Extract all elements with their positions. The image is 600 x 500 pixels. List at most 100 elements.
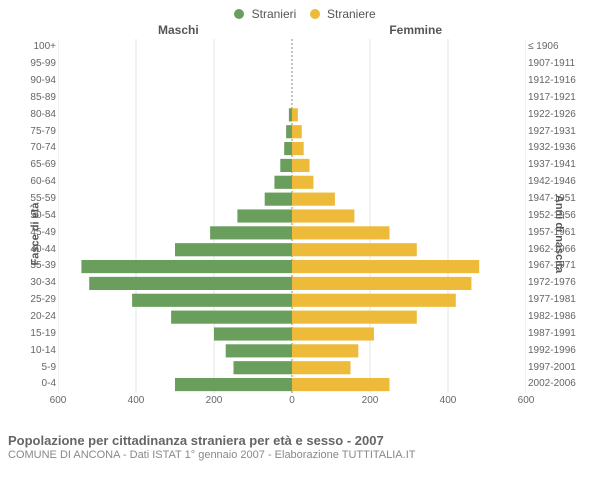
- bar-female: [292, 209, 354, 222]
- bar-female: [292, 378, 390, 391]
- age-label: 40-44: [30, 245, 56, 255]
- age-label: 20-24: [30, 312, 56, 322]
- age-label: 25-29: [30, 295, 56, 305]
- bar-female: [292, 125, 302, 138]
- age-label: 65-69: [30, 160, 56, 170]
- bar-female: [292, 226, 390, 239]
- plot-area: [58, 39, 526, 393]
- pyramid-chart: Fasce di età Anni di nascita 100+95-9990…: [8, 39, 592, 429]
- bar-female: [292, 108, 298, 121]
- age-label: 10-14: [30, 346, 56, 356]
- x-tick: 400: [128, 395, 145, 406]
- age-label: 85-89: [30, 93, 56, 103]
- age-label: 80-84: [30, 110, 56, 120]
- age-label: 70-74: [30, 143, 56, 153]
- birth-label: 1982-1986: [528, 312, 576, 322]
- bar-female: [292, 310, 417, 323]
- legend-swatch-female: [310, 9, 320, 19]
- legend: Stranieri Straniere: [8, 6, 592, 21]
- birth-label: 1992-1996: [528, 346, 576, 356]
- age-label: 15-19: [30, 329, 56, 339]
- legend-label-male: Stranieri: [252, 7, 297, 21]
- footer: Popolazione per cittadinanza straniera p…: [8, 433, 592, 461]
- bar-male: [175, 243, 292, 256]
- birth-label: 1972-1976: [528, 278, 576, 288]
- birth-label: 1917-1921: [528, 93, 576, 103]
- birth-label: 2002-2006: [528, 379, 576, 389]
- x-tick: 0: [289, 395, 295, 406]
- age-label: 30-34: [30, 278, 56, 288]
- chart-container: Stranieri Straniere Maschi Femmine Fasce…: [0, 0, 600, 500]
- bar-male: [226, 344, 292, 357]
- bar-male: [280, 159, 292, 172]
- x-tick: 600: [518, 395, 535, 406]
- age-label: 90-94: [30, 76, 56, 86]
- age-label: 75-79: [30, 127, 56, 137]
- x-tick: 400: [440, 395, 457, 406]
- birth-label: 1967-1971: [528, 261, 576, 271]
- bar-male: [234, 361, 293, 374]
- bar-male: [210, 226, 292, 239]
- birth-label: 1942-1946: [528, 177, 576, 187]
- age-label: 50-54: [30, 211, 56, 221]
- bar-female: [292, 344, 358, 357]
- birth-label: 1947-1951: [528, 194, 576, 204]
- legend-swatch-male: [234, 9, 244, 19]
- birth-label: 1957-1961: [528, 228, 576, 238]
- bar-female: [292, 176, 313, 189]
- bar-female: [292, 142, 304, 155]
- x-tick: 600: [50, 395, 67, 406]
- age-label: 100+: [33, 42, 56, 52]
- x-axis: 6004002000200400600: [58, 395, 526, 411]
- bar-male: [284, 142, 292, 155]
- birth-label: 1962-1966: [528, 245, 576, 255]
- bar-male: [286, 125, 292, 138]
- bar-male: [89, 277, 292, 290]
- bar-male: [81, 260, 292, 273]
- column-header-male: Maschi: [158, 23, 199, 37]
- bar-male: [237, 209, 292, 222]
- bar-female: [292, 327, 374, 340]
- bar-female: [292, 243, 417, 256]
- bar-male: [274, 176, 292, 189]
- bar-male: [132, 294, 292, 307]
- age-label: 60-64: [30, 177, 56, 187]
- legend-label-female: Straniere: [327, 7, 376, 21]
- age-label: 35-39: [30, 261, 56, 271]
- column-header-female: Femmine: [389, 23, 442, 37]
- birth-label: 1907-1911: [528, 59, 575, 69]
- bar-male: [214, 327, 292, 340]
- pyramid-svg: [58, 39, 526, 393]
- birth-label: 1937-1941: [528, 160, 576, 170]
- x-tick: 200: [206, 395, 223, 406]
- column-headers: Maschi Femmine: [8, 23, 592, 39]
- y-labels-age: 100+ 95-99 90-94 85-89 80-84 75-79 70-74 65-69 6…: [18, 39, 56, 393]
- age-label: 0-4: [42, 379, 56, 389]
- chart-subtitle: COMUNE DI ANCONA - Dati ISTAT 1° gennaio…: [8, 449, 592, 461]
- bar-male: [289, 108, 292, 121]
- x-tick: 200: [362, 395, 379, 406]
- birth-label: 1927-1931: [528, 127, 576, 137]
- bar-male: [175, 378, 292, 391]
- bar-female: [292, 277, 471, 290]
- age-label: 95-99: [30, 59, 56, 69]
- age-label: 5-9: [42, 363, 56, 373]
- age-label: 45-49: [30, 228, 56, 238]
- birth-label: 1987-1991: [528, 329, 576, 339]
- birth-label: 1932-1936: [528, 143, 576, 153]
- birth-label: 1922-1926: [528, 110, 576, 120]
- bar-male: [265, 192, 292, 205]
- bar-female: [292, 159, 310, 172]
- bar-female: [292, 361, 351, 374]
- birth-label: 1912-1916: [528, 76, 576, 86]
- bar-female: [292, 260, 479, 273]
- bar-female: [292, 192, 335, 205]
- birth-label: ≤ 1906: [528, 42, 559, 52]
- bar-female: [292, 294, 456, 307]
- age-label: 55-59: [30, 194, 56, 204]
- birth-label: 1952-1956: [528, 211, 576, 221]
- chart-title: Popolazione per cittadinanza straniera p…: [8, 433, 592, 448]
- bar-male: [171, 310, 292, 323]
- y-labels-birth: ≤ 1906 1907-1911 1912-1916 1917-1921 1922-19…: [528, 39, 582, 393]
- birth-label: 1977-1981: [528, 295, 576, 305]
